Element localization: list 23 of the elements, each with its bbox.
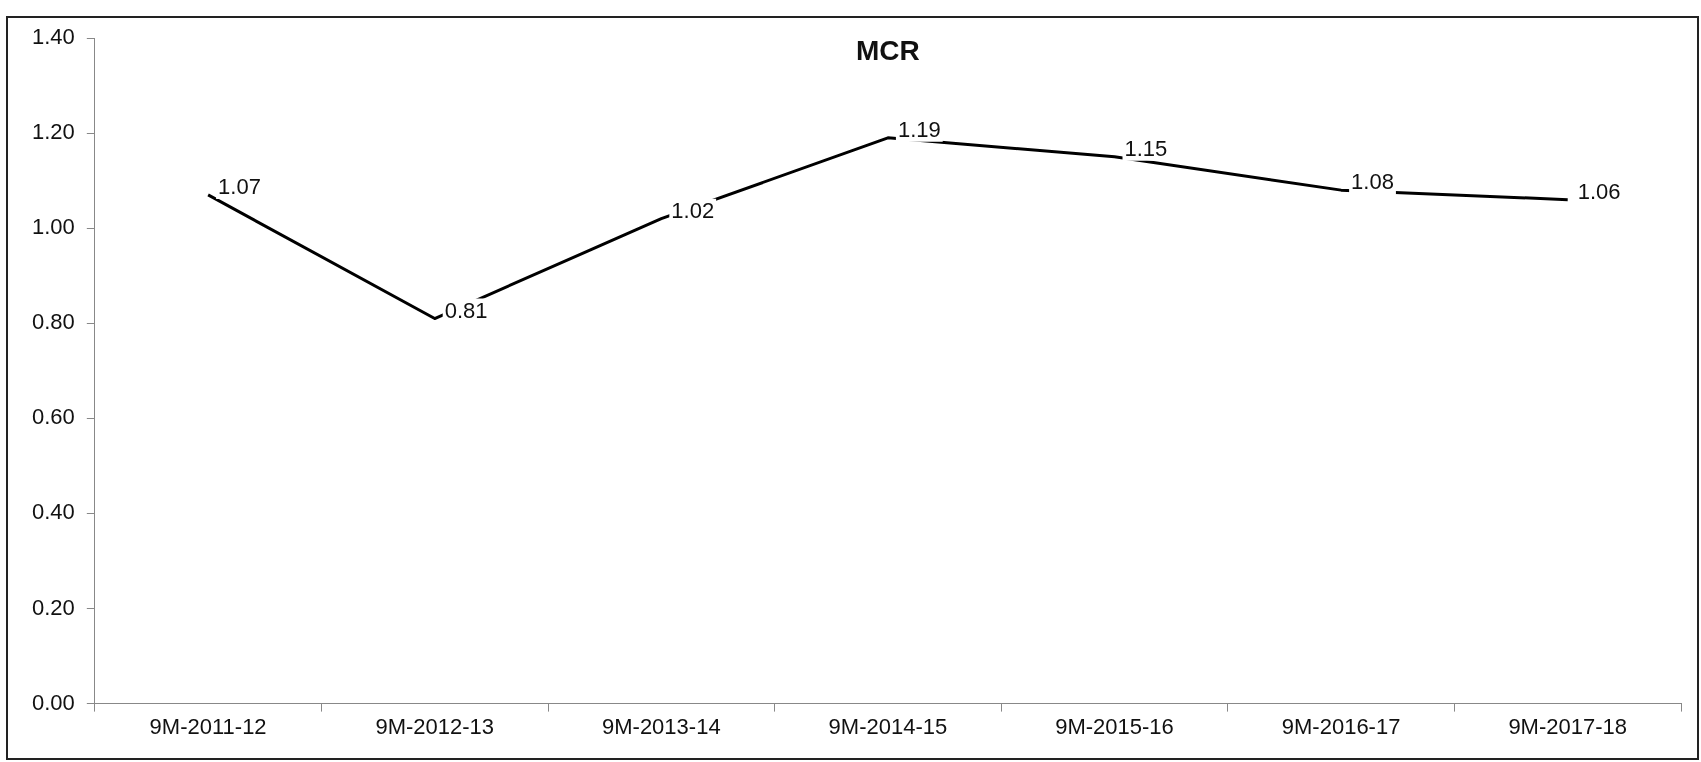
data-label: 0.81 (444, 297, 488, 323)
y-tick-label: 0.00 (31, 689, 75, 715)
x-tick-label: 9M-2015-16 (1055, 713, 1174, 739)
x-tick-label: 9M-2017-18 (1508, 713, 1628, 739)
data-label: 1.15 (1124, 135, 1168, 161)
data-label: 1.02 (671, 197, 715, 223)
chart-title: MCR (856, 34, 920, 66)
y-tick-label: 0.60 (31, 404, 75, 430)
y-tick-label: 1.00 (31, 214, 75, 240)
x-tick-label: 9M-2013-14 (601, 713, 721, 739)
data-label: 1.19 (897, 116, 941, 142)
x-tick-label: 9M-2014-15 (828, 713, 948, 739)
y-tick-label: 1.40 (31, 24, 75, 50)
data-label: 1.07 (218, 173, 261, 199)
y-tick-label: 0.20 (31, 594, 75, 620)
y-tick-label: 0.40 (31, 499, 75, 525)
y-tick-label: 1.20 (31, 119, 75, 145)
x-tick-label: 9M-2016-17 (1281, 713, 1401, 739)
x-tick-label: 9M-2012-13 (375, 713, 495, 739)
data-label: 1.08 (1351, 169, 1394, 195)
x-tick-label: 9M-2011-12 (149, 713, 267, 739)
data-label: 1.06 (1577, 178, 1621, 204)
y-tick-label: 0.80 (31, 309, 75, 335)
